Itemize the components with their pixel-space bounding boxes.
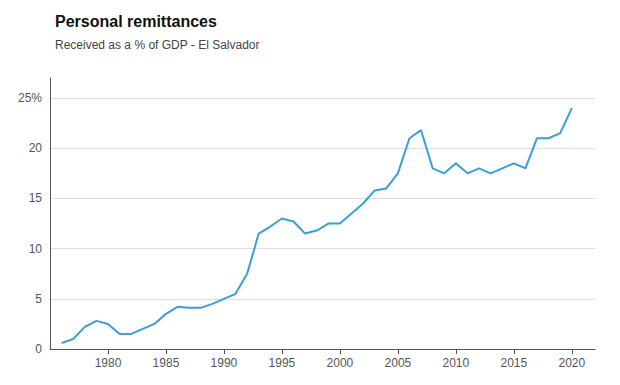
svg-text:1990: 1990 xyxy=(211,356,238,370)
svg-text:2005: 2005 xyxy=(385,356,412,370)
svg-text:20: 20 xyxy=(29,141,43,155)
svg-text:15: 15 xyxy=(29,191,43,205)
svg-text:2000: 2000 xyxy=(327,356,354,370)
svg-text:2010: 2010 xyxy=(442,356,469,370)
svg-text:0: 0 xyxy=(35,342,42,356)
svg-text:Received as a % of GDP - El Sa: Received as a % of GDP - El Salvador xyxy=(55,38,260,52)
svg-text:1980: 1980 xyxy=(95,356,122,370)
svg-text:1985: 1985 xyxy=(153,356,180,370)
svg-text:1995: 1995 xyxy=(269,356,296,370)
svg-text:2015: 2015 xyxy=(500,356,527,370)
svg-text:25%: 25% xyxy=(18,91,42,105)
svg-text:Personal remittances: Personal remittances xyxy=(55,13,217,30)
svg-text:10: 10 xyxy=(29,242,43,256)
svg-text:2020: 2020 xyxy=(558,356,585,370)
svg-text:5: 5 xyxy=(35,292,42,306)
